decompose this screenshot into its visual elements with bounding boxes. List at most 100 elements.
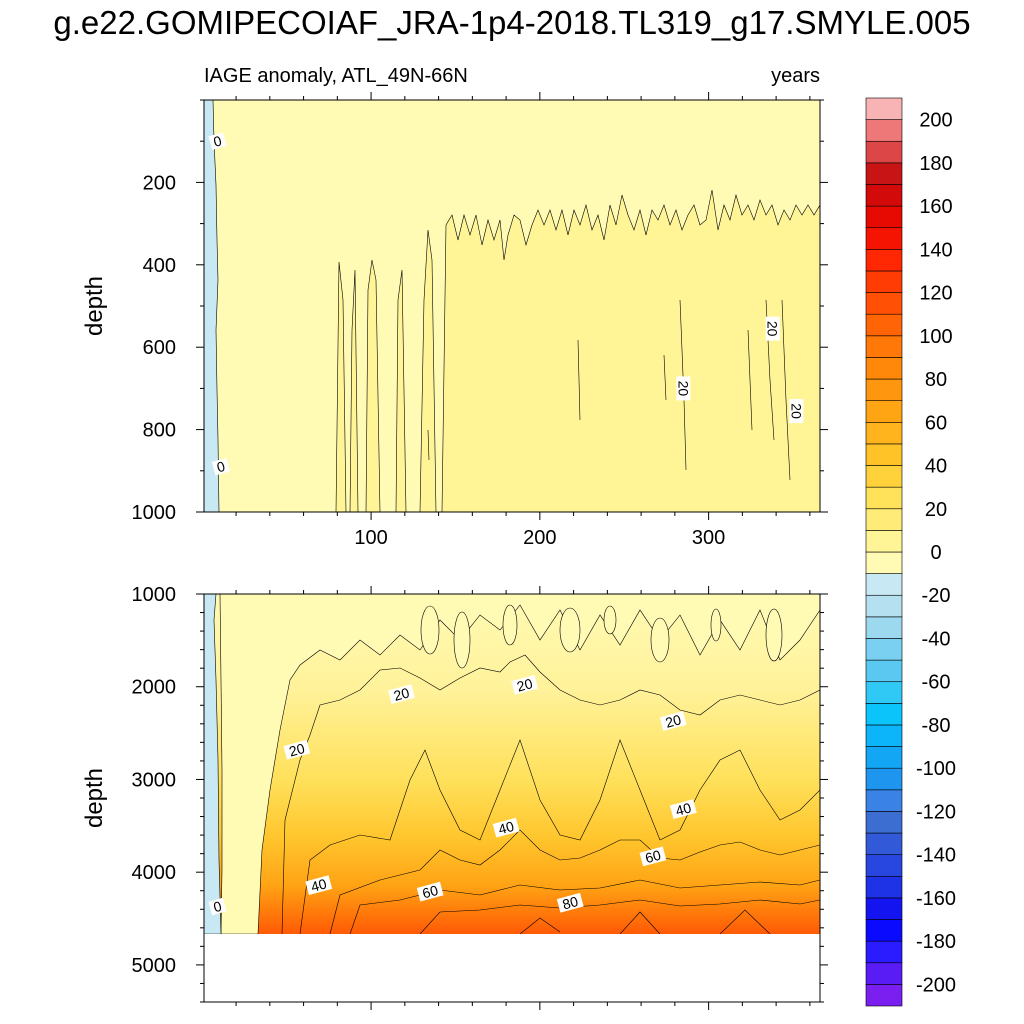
contour-label: 40 bbox=[669, 799, 697, 819]
colorbar-ticks: -200-180-160-140-120-100-80-60-40-200204… bbox=[916, 110, 956, 997]
colorbar-tick-label: -140 bbox=[916, 845, 956, 867]
y-tick-label: 800 bbox=[143, 420, 176, 442]
contour-label: 80 bbox=[556, 892, 584, 913]
colorbar-tick-label: -20 bbox=[922, 585, 951, 607]
contour-label: 20 bbox=[659, 711, 687, 731]
contour-label-text: 80 bbox=[561, 893, 580, 913]
contour-label-box bbox=[765, 316, 780, 341]
colorbar-segment bbox=[865, 962, 903, 985]
contour-label-text: 20 bbox=[675, 381, 691, 397]
contour-label-text: 40 bbox=[309, 875, 328, 895]
colorbar-tick-label: 60 bbox=[925, 412, 947, 434]
colorbar-segment bbox=[865, 940, 903, 964]
colorbar-segment bbox=[865, 811, 903, 834]
colorbar-tick-label: 100 bbox=[919, 326, 952, 348]
colorbar-tick-label: -180 bbox=[916, 931, 956, 953]
contour-label-text: 20 bbox=[664, 711, 683, 731]
colorbar-segment bbox=[865, 357, 903, 380]
colorbar-segment bbox=[865, 854, 903, 877]
colorbar-segment bbox=[865, 551, 903, 574]
contour-label-box bbox=[511, 675, 539, 695]
y-tick-label: 1000 bbox=[132, 502, 177, 524]
y-tick-label: 200 bbox=[143, 172, 176, 194]
colorbar-segment bbox=[865, 875, 903, 899]
colorbar-segment bbox=[865, 984, 903, 1007]
lower-zero-band bbox=[219, 594, 820, 934]
colorbar-tick-label: -80 bbox=[922, 715, 951, 737]
y-tick-label: 400 bbox=[143, 255, 176, 277]
contour-label-box bbox=[789, 399, 804, 424]
contour-label-box bbox=[659, 711, 687, 731]
contour-label-box bbox=[305, 875, 333, 896]
contour-label-box bbox=[556, 892, 584, 913]
colorbar-segment bbox=[865, 421, 903, 445]
colorbar-segment bbox=[865, 724, 903, 747]
contour-label: 0 bbox=[208, 898, 227, 916]
colorbar-segment bbox=[865, 119, 903, 142]
contour-label: 20 bbox=[788, 399, 804, 424]
colorbar-tick-label: 200 bbox=[919, 110, 952, 132]
colorbar-tick-label: 0 bbox=[930, 542, 941, 564]
colorbar-segment bbox=[865, 162, 903, 185]
colorbar-tick-label: 120 bbox=[919, 283, 952, 305]
colorbar-segment bbox=[865, 443, 903, 466]
contour-label-box bbox=[669, 799, 697, 819]
colorbar-segment bbox=[865, 335, 903, 358]
contour-label-text: 0 bbox=[212, 898, 224, 916]
lower-negative-band bbox=[204, 594, 222, 934]
colorbar-tick-label: 80 bbox=[925, 369, 947, 391]
contour-label: 20 bbox=[675, 376, 691, 401]
colorbar-tick-label: -100 bbox=[916, 758, 956, 780]
colorbar-segment bbox=[865, 97, 903, 120]
contour-label-box bbox=[676, 376, 691, 401]
contour-label: 20 bbox=[283, 739, 311, 760]
colorbar-segment bbox=[865, 573, 903, 596]
x-tick-label: 200 bbox=[523, 527, 556, 549]
colorbar-segment bbox=[865, 832, 903, 855]
colorbar-segment bbox=[865, 227, 903, 250]
contour-label-box bbox=[388, 684, 415, 705]
contour-label-text: 60 bbox=[643, 847, 662, 867]
contour-label-box bbox=[283, 739, 311, 760]
contour-label: 40 bbox=[305, 875, 333, 896]
colorbar-tick-label: -60 bbox=[922, 672, 951, 694]
lower-y-axis: 1000 2000 3000 4000 5000 bbox=[132, 584, 828, 1003]
contour-label-text: 20 bbox=[765, 321, 781, 337]
upper-panel: 100 200 300 200 400 600 800 1000 depth 0 0 20 20 2… bbox=[81, 92, 828, 549]
contour-label-box bbox=[492, 817, 520, 838]
contour-label-text: 60 bbox=[421, 882, 440, 902]
colorbar-tick-label: 160 bbox=[919, 196, 952, 218]
colorbar-segment bbox=[865, 378, 903, 401]
contour-label: 20 bbox=[388, 684, 415, 705]
colorbar-segment bbox=[865, 594, 903, 618]
colorbar-segment bbox=[865, 659, 903, 683]
colorbar-segment bbox=[865, 465, 903, 488]
subtitle-left: IAGE anomaly, ATL_49N-66N bbox=[204, 65, 468, 87]
colorbar-tick-label: -200 bbox=[916, 974, 956, 996]
y-tick-label: 5000 bbox=[132, 955, 177, 977]
contour-label-text: 20 bbox=[392, 684, 411, 704]
colorbar-segment bbox=[865, 681, 903, 704]
colorbar-tick-label: 180 bbox=[919, 153, 952, 175]
lower-nodata-region bbox=[205, 934, 819, 1002]
colorbar-segment bbox=[865, 638, 903, 661]
colorbar-segment bbox=[865, 205, 903, 229]
colorbar-segment bbox=[865, 897, 903, 920]
y-tick-label: 2000 bbox=[132, 677, 177, 699]
y-tick-label: 3000 bbox=[132, 769, 177, 791]
lower-white-bubbles bbox=[420, 604, 783, 669]
contour-label-text: 40 bbox=[674, 799, 693, 819]
contour-label: 60 bbox=[639, 846, 667, 867]
colorbar-tick-label: -40 bbox=[922, 628, 951, 650]
contour-label-box bbox=[208, 132, 227, 150]
upper-y-axis-label: depth bbox=[81, 276, 108, 336]
contour-label: 60 bbox=[416, 881, 444, 902]
lower-contour-isolines bbox=[281, 654, 820, 934]
lower-y-axis-label: depth bbox=[81, 768, 108, 828]
contour-label: 0 bbox=[211, 458, 230, 475]
contour-label-text: 40 bbox=[496, 818, 515, 838]
colorbar-segment bbox=[865, 486, 903, 510]
lower-contour-labels: 0 20 20 20 20 40 40 40 60 60 80 bbox=[208, 675, 697, 916]
colorbar-tick-label: 20 bbox=[925, 499, 947, 521]
